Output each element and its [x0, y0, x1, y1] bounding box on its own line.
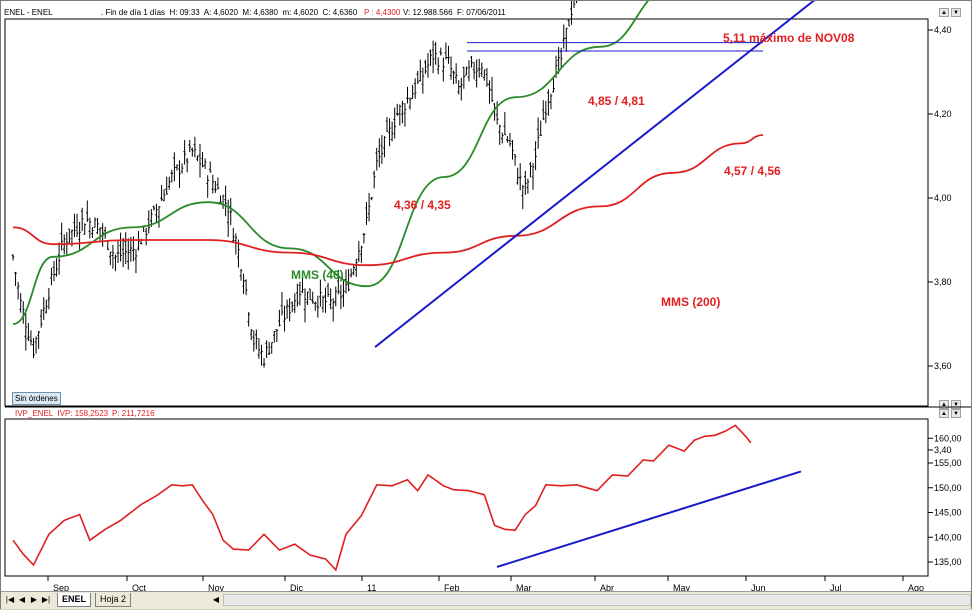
mms200-line — [12, 134, 764, 267]
ivp-tick-label: 155,00 — [934, 458, 962, 468]
scroll-left-button[interactable]: ◀ — [212, 595, 220, 604]
price-tick-label: 3,80 — [934, 277, 952, 287]
lower-pane-up-button[interactable]: ▲ — [939, 400, 949, 409]
annotation-nov08-max: 5,11 máximo de NOV08 — [723, 31, 855, 45]
price-tick-label: 4,40 — [934, 25, 952, 35]
first-sheet-button[interactable]: |◀ — [5, 595, 15, 604]
price-tick-label: 3,40 — [934, 445, 952, 455]
price-tick-label: 4,20 — [934, 109, 952, 119]
next-sheet-button[interactable]: ▶ — [30, 595, 38, 604]
quote-volume-date: V: 12.988.566 F: 07/06/2011 — [403, 8, 506, 17]
ivp-tick-label: 135,00 — [934, 557, 962, 567]
minimize-pane-button[interactable]: ▲ — [939, 8, 949, 17]
lower-pane-close-button[interactable]: ▼ — [951, 409, 961, 418]
time-axis-label: Ago — [908, 583, 924, 593]
prev-sheet-button[interactable]: ◀ — [18, 595, 26, 604]
price-uptrend-line — [374, 1, 815, 348]
time-axis-label: Mar — [516, 583, 532, 593]
time-axis-label: Nov — [208, 583, 225, 593]
ivp-previous-label: P: 211,7216 — [112, 409, 155, 418]
tab-hoja-2[interactable]: Hoja 2 — [95, 593, 132, 607]
mms40-line — [12, 1, 650, 325]
time-axis-label: Dic — [290, 583, 303, 593]
time-axis-label: Sep — [53, 583, 69, 593]
sheet-tab-bar: |◀ ◀ ▶ ▶| ENEL Hoja 2 ◀ — [1, 591, 971, 609]
price-tick-label: 4,00 — [934, 193, 952, 203]
time-axis-label: Feb — [444, 583, 460, 593]
price-tick-label: 3,60 — [934, 361, 952, 371]
orders-status-badge[interactable]: Sin órdenes — [12, 392, 61, 405]
annotation-457-456: 4,57 / 4,56 — [724, 164, 781, 178]
quote-previous: P : 4,4300 — [364, 8, 401, 17]
annotation-mms40: MMS (40) — [291, 268, 344, 282]
time-axis-label: May — [673, 583, 691, 593]
maximize-pane-button[interactable]: ▼ — [951, 8, 961, 17]
lower-plot-frame — [4, 418, 929, 577]
last-sheet-button[interactable]: ▶| — [41, 595, 51, 604]
quote-info: . Fin de día 1 días H: 09:33 A: 4,6020 M… — [101, 8, 358, 17]
lower-pane-down-button[interactable]: ▼ — [951, 400, 961, 409]
ivp-tick-label: 140,00 — [934, 532, 962, 542]
ivp-uptrend-line — [496, 470, 802, 568]
annotation-mms200: MMS (200) — [661, 295, 720, 309]
ivp-tick-label: 145,00 — [934, 508, 962, 518]
ivp-indicator-label: IVP_ENEL IVP: 158,2523 — [15, 409, 109, 418]
tab-enel[interactable]: ENEL — [57, 593, 92, 607]
time-axis-label: Jun — [751, 583, 766, 593]
ivp-line — [12, 424, 752, 572]
upper-plot-frame — [4, 18, 929, 407]
horizontal-scrollbar[interactable] — [223, 594, 971, 606]
window-symbol-label: ENEL - ENEL — [4, 8, 53, 17]
time-axis-label: Oct — [132, 583, 147, 593]
annotation-485-481: 4,85 / 4,81 — [588, 94, 645, 108]
lower-pane-restore-button[interactable]: ▲ — [939, 409, 949, 418]
ivp-tick-label: 150,00 — [934, 483, 962, 493]
annotation-436-435: 4,36 / 4,35 — [394, 198, 451, 212]
time-axis-label: Abr — [600, 583, 614, 593]
ivp-tick-label: 160,00 — [934, 433, 962, 443]
time-axis-label: Jul — [830, 583, 842, 593]
time-axis-label: 11 — [367, 583, 376, 593]
